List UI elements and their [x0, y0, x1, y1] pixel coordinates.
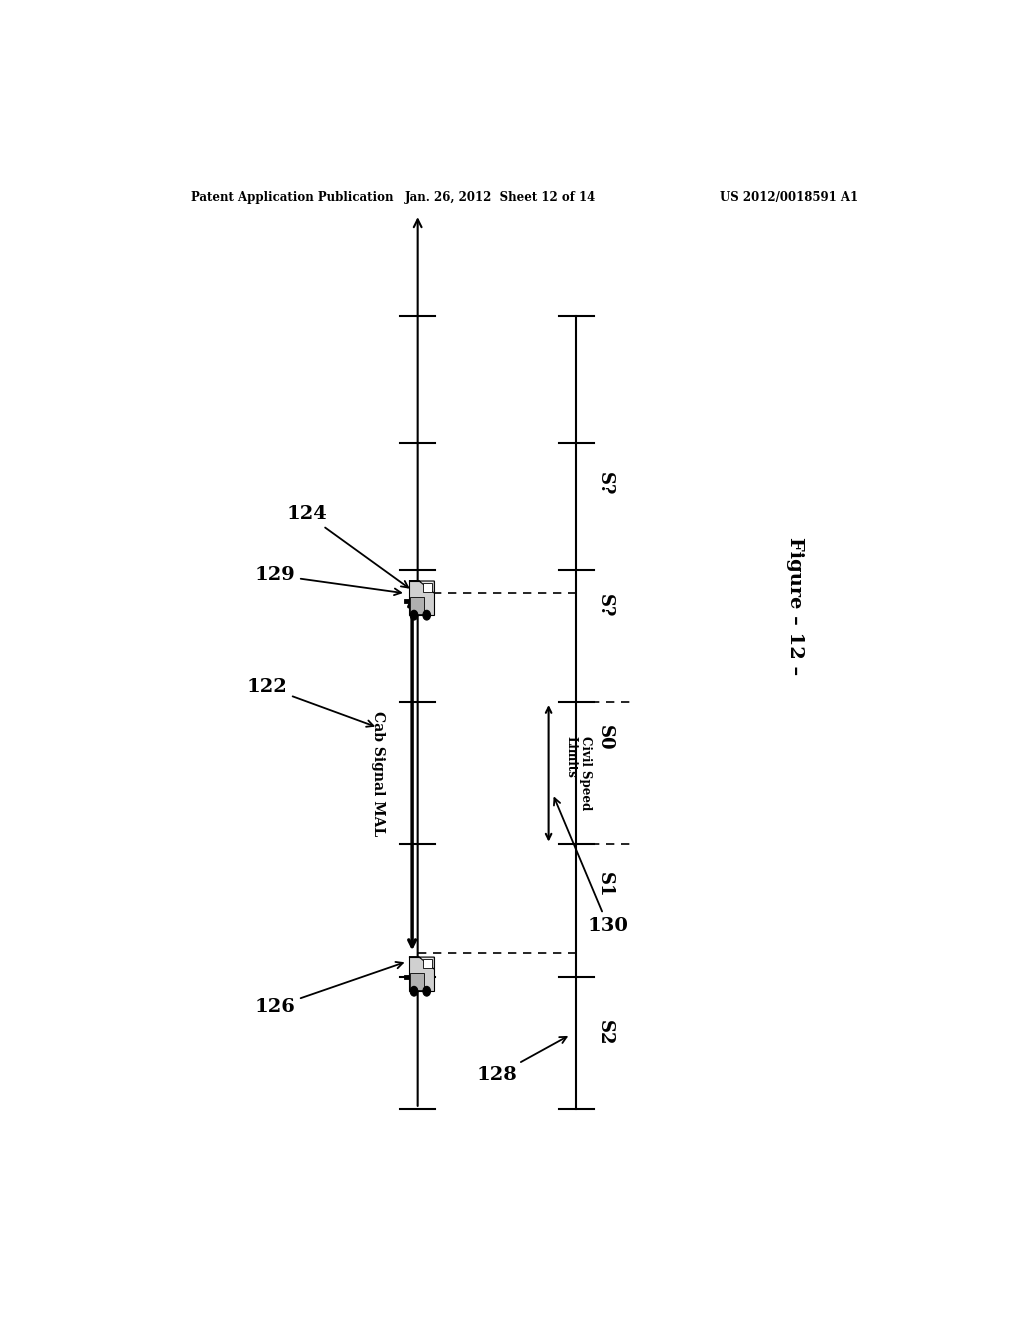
Text: Figure – 12 –: Figure – 12 – [785, 536, 804, 675]
Text: S?: S? [596, 473, 614, 495]
Bar [411, 973, 424, 990]
Circle shape [411, 610, 418, 620]
Text: 126: 126 [254, 962, 402, 1016]
Text: 129: 129 [254, 566, 401, 595]
Text: 124: 124 [286, 506, 409, 587]
Text: Jan. 26, 2012  Sheet 12 of 14: Jan. 26, 2012 Sheet 12 of 14 [406, 190, 597, 203]
Text: S0: S0 [596, 725, 614, 751]
Text: Cab Signal MAL: Cab Signal MAL [371, 710, 385, 836]
Text: S1: S1 [596, 873, 614, 898]
Bar [404, 599, 409, 603]
Text: 130: 130 [554, 799, 629, 935]
Text: S?: S? [596, 594, 614, 618]
Circle shape [411, 986, 418, 997]
Circle shape [423, 610, 430, 620]
Circle shape [423, 986, 430, 997]
Text: 128: 128 [476, 1036, 566, 1084]
Text: S2: S2 [596, 1020, 614, 1045]
Text: Civil Speed
Limits: Civil Speed Limits [564, 737, 593, 810]
Bar [423, 960, 432, 968]
Text: 122: 122 [247, 678, 374, 727]
Bar [404, 975, 409, 979]
Text: US 2012/0018591 A1: US 2012/0018591 A1 [720, 190, 858, 203]
Bar [409, 581, 434, 615]
Bar [411, 597, 424, 614]
Text: Patent Application Publication: Patent Application Publication [191, 190, 394, 203]
Polygon shape [409, 581, 434, 593]
Bar [409, 957, 434, 991]
Polygon shape [409, 957, 434, 969]
Bar [423, 583, 432, 591]
